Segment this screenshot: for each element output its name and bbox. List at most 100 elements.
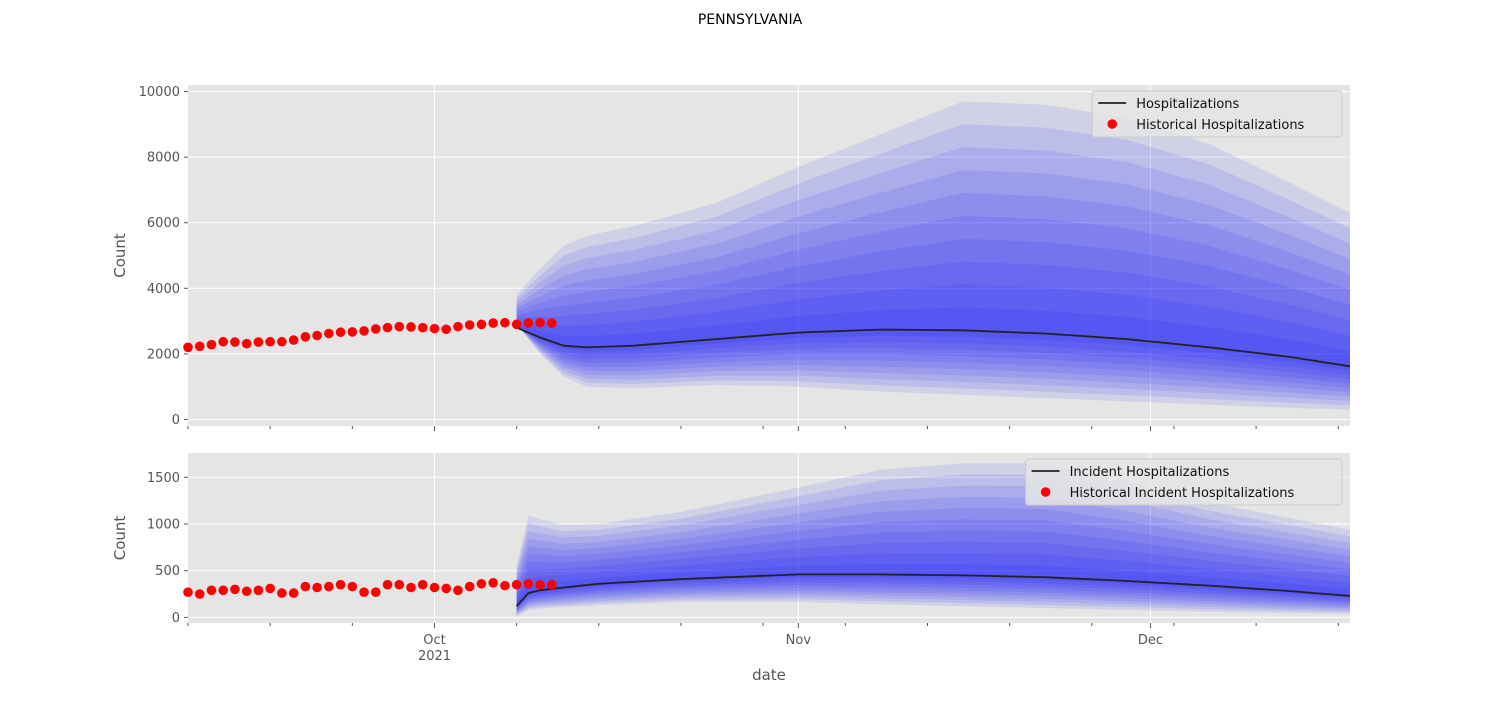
x-tick-label: Dec bbox=[1138, 633, 1163, 648]
historical-point bbox=[417, 579, 428, 590]
x-axis-label: date bbox=[752, 666, 786, 684]
historical-point bbox=[324, 581, 334, 592]
legend-box bbox=[1025, 458, 1343, 506]
historical-point bbox=[511, 319, 522, 330]
historical-point bbox=[300, 332, 311, 342]
forecast-band bbox=[516, 147, 1350, 401]
historical-point bbox=[312, 582, 322, 593]
forecast-band bbox=[516, 307, 1350, 371]
x-tick-sublabel: 2021 bbox=[418, 649, 451, 664]
historical-point bbox=[206, 339, 217, 350]
historical-point bbox=[359, 587, 369, 597]
historical-point bbox=[288, 588, 299, 598]
legend-box bbox=[1091, 90, 1343, 138]
historical-point bbox=[382, 322, 393, 333]
legend: Hospitalizations Historical Hospitalizati… bbox=[1091, 90, 1343, 138]
forecast-band bbox=[516, 530, 1350, 611]
historical-point bbox=[523, 578, 534, 589]
historical-point bbox=[476, 578, 487, 589]
historical-point bbox=[312, 330, 322, 341]
historical-point bbox=[347, 581, 358, 592]
forecast-band bbox=[516, 519, 1350, 612]
y-tick-label: 6000 bbox=[147, 216, 180, 231]
panel-background bbox=[188, 85, 1350, 426]
historical-point bbox=[370, 587, 381, 597]
forecast-band bbox=[516, 192, 1350, 393]
legend-label: Historical Hospitalizations bbox=[1136, 118, 1304, 133]
historical-point bbox=[429, 323, 440, 334]
panel-1: 0 2000 4000 6000 8000 10000 Count Hospitalizati… bbox=[111, 85, 1351, 431]
y-tick-label: 0 bbox=[172, 413, 180, 428]
forecast-band bbox=[516, 261, 1350, 380]
historical-point bbox=[300, 581, 311, 592]
y-tick-label: 1500 bbox=[147, 471, 180, 486]
historical-point bbox=[370, 324, 381, 334]
historical-point bbox=[359, 326, 369, 336]
historical-point bbox=[406, 582, 416, 593]
historical-point bbox=[194, 341, 205, 352]
historical-point bbox=[453, 585, 463, 596]
historical-point bbox=[535, 317, 545, 328]
forecast-band bbox=[516, 474, 1350, 616]
historical-point bbox=[406, 322, 416, 332]
historical-point bbox=[453, 321, 463, 332]
forecast-band bbox=[516, 238, 1350, 384]
historical-point bbox=[253, 585, 264, 596]
panel-2: 0 500 1000 1500 Count Incident Hospitalizatio… bbox=[111, 453, 1351, 628]
y-tick-label: 1000 bbox=[147, 517, 180, 532]
historical-point bbox=[253, 337, 264, 347]
historical-point bbox=[265, 336, 275, 347]
y-tick-label: 4000 bbox=[147, 282, 180, 297]
historical-point bbox=[324, 328, 334, 339]
historical-point bbox=[277, 588, 287, 598]
forecast-band bbox=[516, 508, 1350, 613]
historical-point bbox=[535, 579, 545, 590]
x-tick-label: Oct bbox=[423, 633, 445, 648]
historical-point bbox=[488, 578, 498, 588]
historical-point bbox=[241, 338, 252, 349]
historical-point bbox=[547, 318, 557, 328]
y-tick-label: 0 bbox=[172, 611, 180, 626]
historical-point bbox=[206, 585, 217, 596]
forecast-band bbox=[516, 101, 1350, 410]
historical-point bbox=[218, 336, 229, 347]
historical-point bbox=[441, 324, 452, 335]
historical-point bbox=[547, 579, 557, 590]
historical-point bbox=[441, 583, 452, 594]
historical-point bbox=[230, 337, 240, 347]
median-line bbox=[515, 573, 1351, 607]
forecast-band bbox=[516, 124, 1350, 406]
historical-point bbox=[288, 335, 299, 345]
historical-point bbox=[394, 579, 405, 590]
historical-point bbox=[335, 327, 346, 338]
historical-point bbox=[511, 579, 522, 590]
historical-point bbox=[194, 589, 205, 599]
historical-point bbox=[183, 342, 193, 353]
forecast-band bbox=[516, 564, 1350, 608]
historical-point bbox=[241, 586, 252, 597]
historical-point bbox=[500, 317, 510, 328]
x-tick-label: Nov bbox=[786, 633, 812, 648]
y-axis-label: Count bbox=[111, 233, 129, 278]
forecast-band bbox=[516, 215, 1350, 388]
y-tick-label: 500 bbox=[155, 564, 180, 579]
historical-point bbox=[265, 583, 275, 594]
historical-point bbox=[500, 580, 510, 591]
historical-point bbox=[523, 318, 534, 328]
historical-point bbox=[488, 318, 498, 328]
forecast-band bbox=[516, 552, 1350, 609]
historical-point bbox=[476, 319, 487, 330]
legend-label: Hospitalizations bbox=[1136, 97, 1239, 112]
historical-point bbox=[464, 581, 475, 592]
historical-point bbox=[347, 327, 358, 337]
historical-point bbox=[464, 320, 475, 330]
legend-point-swatch bbox=[1040, 487, 1051, 497]
y-tick-label: 10000 bbox=[139, 85, 180, 100]
historical-point bbox=[218, 585, 229, 596]
median-line bbox=[516, 326, 1351, 368]
figure-title: PENNSYLVANIA bbox=[697, 12, 803, 28]
historical-point bbox=[183, 587, 193, 597]
y-tick-label: 2000 bbox=[147, 347, 180, 362]
